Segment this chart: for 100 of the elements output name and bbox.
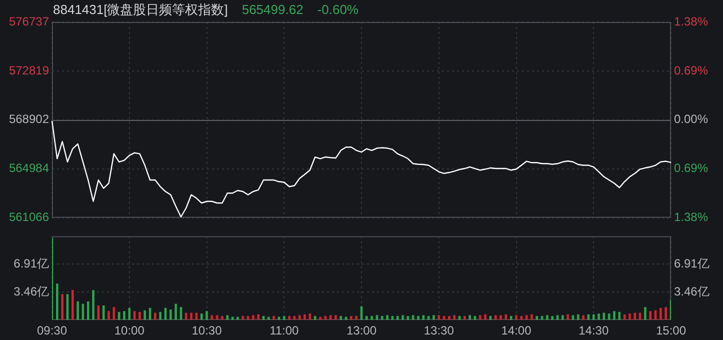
bar — [576, 314, 580, 320]
y-tick-label: 568902 — [8, 112, 50, 126]
bar — [500, 315, 502, 320]
bar — [56, 284, 58, 320]
x-tick-label: 09:30 — [36, 324, 68, 338]
bar — [478, 315, 482, 320]
bar — [546, 315, 548, 320]
bar — [366, 316, 368, 320]
y-tick-label: 572819 — [8, 63, 50, 78]
bar — [350, 316, 352, 320]
bar — [464, 316, 466, 320]
bar — [649, 311, 652, 320]
y2-tick-label: 1.38% — [674, 210, 708, 224]
bar — [530, 314, 533, 320]
bar — [422, 315, 425, 320]
bar — [608, 314, 610, 320]
x-tick-label: 13:00 — [346, 324, 377, 338]
text: -0.60% — [317, 2, 358, 17]
x-tick-label: 14:00 — [501, 324, 532, 338]
bar — [484, 314, 486, 320]
bar — [76, 301, 79, 320]
bar — [598, 314, 600, 320]
bar — [138, 312, 141, 320]
bar — [334, 315, 337, 320]
chart-title: 8841431[微盘股日频等权指数] — [53, 2, 228, 17]
x-tick-label: 14:30 — [578, 324, 609, 338]
bar — [159, 312, 162, 320]
bar — [61, 294, 64, 320]
bar — [566, 314, 569, 320]
bar — [252, 315, 254, 320]
bar — [169, 309, 172, 320]
bar — [298, 315, 301, 320]
bar — [613, 311, 616, 320]
bar — [92, 290, 94, 320]
bar — [402, 315, 404, 320]
bar — [536, 316, 538, 320]
bar — [236, 316, 239, 320]
bar — [551, 316, 554, 320]
bar — [515, 315, 518, 320]
y2-tick-label: 0.69% — [674, 161, 708, 176]
bar — [520, 316, 523, 320]
bar — [272, 316, 275, 320]
bar — [267, 316, 270, 320]
bar — [582, 315, 584, 320]
bar — [340, 316, 342, 320]
bar — [226, 315, 229, 320]
bar — [494, 315, 497, 320]
x-tick-label: 13:30 — [424, 324, 454, 338]
bar — [184, 312, 188, 320]
bar — [660, 308, 662, 320]
x-tick-label: 10:00 — [114, 324, 145, 338]
bar — [628, 314, 631, 320]
bar — [438, 315, 440, 320]
y-tick-label: 564984 — [8, 161, 50, 176]
bar — [210, 315, 214, 320]
bar — [634, 312, 636, 320]
y-tick-label: 561066 — [8, 210, 50, 224]
bar — [154, 312, 156, 320]
bar — [592, 314, 595, 320]
bar — [448, 316, 450, 320]
bar — [128, 308, 131, 320]
bar — [282, 316, 286, 320]
y2-tick-label: 6.91亿 — [674, 256, 710, 270]
y2-tick-label: 0.69% — [674, 63, 708, 78]
bar — [432, 315, 435, 320]
bar — [174, 304, 177, 320]
y2-tick-label: 3.46亿 — [674, 284, 710, 298]
bar — [221, 316, 224, 320]
x-tick-label: 10:30 — [192, 324, 222, 338]
bar — [257, 314, 260, 320]
bar — [242, 316, 244, 320]
bar — [304, 314, 306, 320]
bar — [510, 316, 512, 320]
bar — [370, 316, 373, 320]
bar — [468, 315, 471, 320]
bar — [664, 307, 668, 320]
bar — [288, 316, 290, 320]
text: 565499.62 — [242, 2, 304, 17]
bar — [108, 311, 110, 320]
bar — [380, 316, 384, 320]
x-tick-label: 15:00 — [656, 324, 686, 338]
bar — [562, 315, 564, 320]
bar — [324, 316, 327, 320]
bar — [644, 307, 646, 320]
bar — [71, 290, 74, 320]
bar — [200, 314, 203, 320]
bar — [206, 311, 208, 320]
y-tick-label: 3.46亿 — [14, 284, 49, 298]
bar — [86, 301, 90, 320]
bar — [453, 315, 456, 320]
y2-tick-label: 0.00% — [674, 112, 708, 126]
bar — [355, 316, 358, 320]
y2-tick-label: 1.38% — [674, 14, 708, 28]
x-tick-label: 11:00 — [270, 324, 300, 338]
bar — [190, 312, 192, 320]
bar — [319, 316, 322, 320]
bar — [112, 307, 116, 320]
bar — [417, 316, 420, 320]
bar — [396, 316, 399, 320]
bar — [123, 311, 126, 320]
